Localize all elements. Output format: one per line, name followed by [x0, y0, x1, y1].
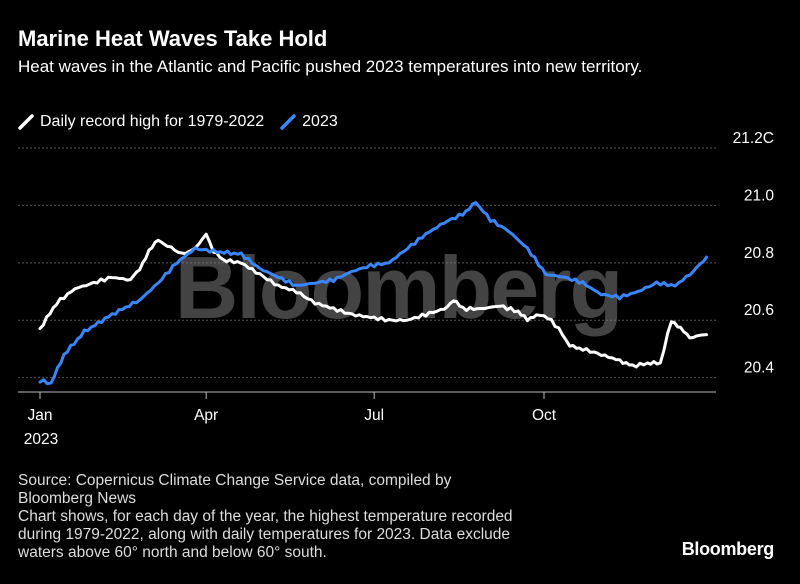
y-tick-label: 20.4 [744, 360, 775, 377]
y-tick-label: 21.2C [733, 130, 774, 147]
chart-subtitle: Heat waves in the Atlantic and Pacific p… [18, 57, 643, 76]
legend-label-record: Daily record high for 1979-2022 [40, 113, 265, 130]
legend: Daily record high for 1979-2022 2023 [18, 113, 338, 131]
source-line: Source: Copernicus Climate Change Servic… [18, 472, 452, 489]
chart-title: Marine Heat Waves Take Hold [18, 26, 328, 51]
source-line: Chart shows, for each day of the year, t… [18, 508, 513, 525]
legend-swatch-2023 [280, 114, 296, 130]
y-tick-label: 20.8 [744, 245, 774, 262]
y-tick-label: 20.6 [744, 302, 774, 319]
series-line-2023 [38, 201, 708, 386]
source-line: waters above 60° north and below 60° sou… [18, 544, 327, 561]
y-axis: 20.4 20.6 20.8 21.0 21.2C [733, 130, 775, 377]
legend-item-record: Daily record high for 1979-2022 [18, 113, 264, 131]
y-tick-label: 21.0 [744, 187, 775, 204]
x-tick-label: Oct [532, 407, 557, 424]
series-line-record-high [38, 232, 708, 369]
x-tick-label: Apr [194, 407, 218, 424]
legend-label-2023: 2023 [302, 113, 338, 130]
brand-logo: Bloomberg [681, 539, 775, 559]
source-line: Bloomberg News [18, 490, 137, 507]
x-tick-label: Jan [28, 407, 53, 424]
source-note: Source: Copernicus Climate Change Servic… [18, 472, 618, 562]
series-layer [38, 201, 708, 386]
x-tick-label: Jul [364, 407, 384, 424]
x-tick-sublabel: 2023 [24, 431, 58, 448]
legend-item-2023: 2023 [280, 113, 338, 131]
x-axis: Jan 2023 Apr Jul Oct [18, 391, 716, 448]
source-line: during 1979-2022, along with daily tempe… [18, 526, 511, 543]
legend-swatch-record [18, 114, 34, 130]
gridlines [18, 147, 716, 379]
